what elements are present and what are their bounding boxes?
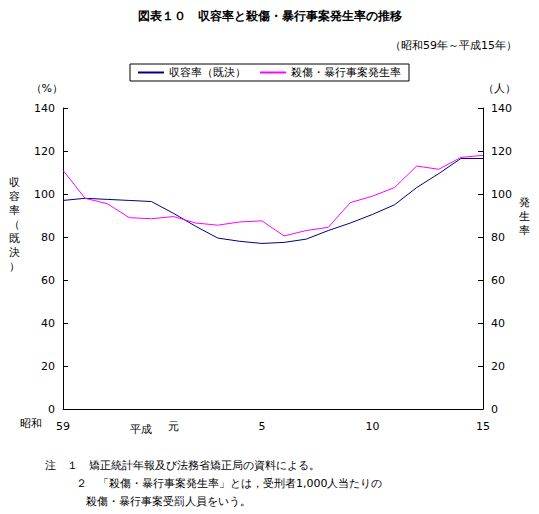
svg-text:0: 0: [48, 403, 55, 416]
svg-text:0: 0: [491, 403, 498, 416]
svg-text:120: 120: [491, 145, 512, 158]
svg-text:平成: 平成: [130, 423, 152, 436]
svg-text:20: 20: [491, 360, 505, 373]
svg-text:殺傷・暴行事案受罰人員をいう。: 殺傷・暴行事案受罰人員をいう。: [86, 495, 251, 508]
svg-text:率: 率: [9, 204, 20, 217]
svg-text:20: 20: [41, 360, 55, 373]
svg-text:5: 5: [258, 420, 265, 433]
svg-text:100: 100: [491, 188, 512, 201]
svg-text:59: 59: [56, 420, 70, 433]
svg-text:40: 40: [491, 317, 505, 330]
svg-text:（昭和59年～平成15年）: （昭和59年～平成15年）: [390, 39, 517, 52]
svg-text:２ 「殺傷・暴行事案発生率」とは，受刑者1,000人当たりの: ２ 「殺傷・暴行事案発生率」とは，受刑者1,000人当たりの: [76, 477, 383, 490]
svg-text:（%）: （%）: [31, 82, 63, 95]
svg-text:（: （: [9, 218, 20, 231]
svg-text:140: 140: [491, 102, 512, 115]
svg-text:60: 60: [491, 274, 505, 287]
svg-text:既: 既: [9, 232, 20, 245]
svg-text:（人）: （人）: [483, 82, 516, 95]
svg-text:元: 元: [168, 420, 179, 433]
svg-text:図表１０ 収容率と殺傷・暴行事案発生率の推移: 図表１０ 収容率と殺傷・暴行事案発生率の推移: [138, 9, 402, 23]
svg-text:決: 決: [9, 246, 20, 259]
svg-text:殺傷・暴行事案発生率: 殺傷・暴行事案発生率: [291, 66, 401, 79]
svg-text:80: 80: [491, 231, 505, 244]
svg-text:120: 120: [34, 145, 55, 158]
svg-text:容: 容: [9, 190, 20, 203]
svg-text:15: 15: [476, 420, 490, 433]
svg-text:注 １ 矯正統計年報及び法務省矯正局の資料による。: 注 １ 矯正統計年報及び法務省矯正局の資料による。: [45, 459, 320, 472]
svg-text:率: 率: [519, 224, 530, 237]
svg-text:）: ）: [9, 260, 20, 273]
svg-text:40: 40: [41, 317, 55, 330]
svg-text:100: 100: [34, 188, 55, 201]
svg-text:収容率（既決）: 収容率（既決）: [169, 66, 246, 79]
svg-text:60: 60: [41, 274, 55, 287]
svg-text:発: 発: [519, 196, 530, 209]
svg-text:収: 収: [9, 176, 20, 189]
svg-text:生: 生: [519, 210, 530, 223]
svg-text:140: 140: [34, 102, 55, 115]
svg-text:10: 10: [365, 420, 379, 433]
svg-text:昭和: 昭和: [20, 417, 42, 430]
svg-text:80: 80: [41, 231, 55, 244]
